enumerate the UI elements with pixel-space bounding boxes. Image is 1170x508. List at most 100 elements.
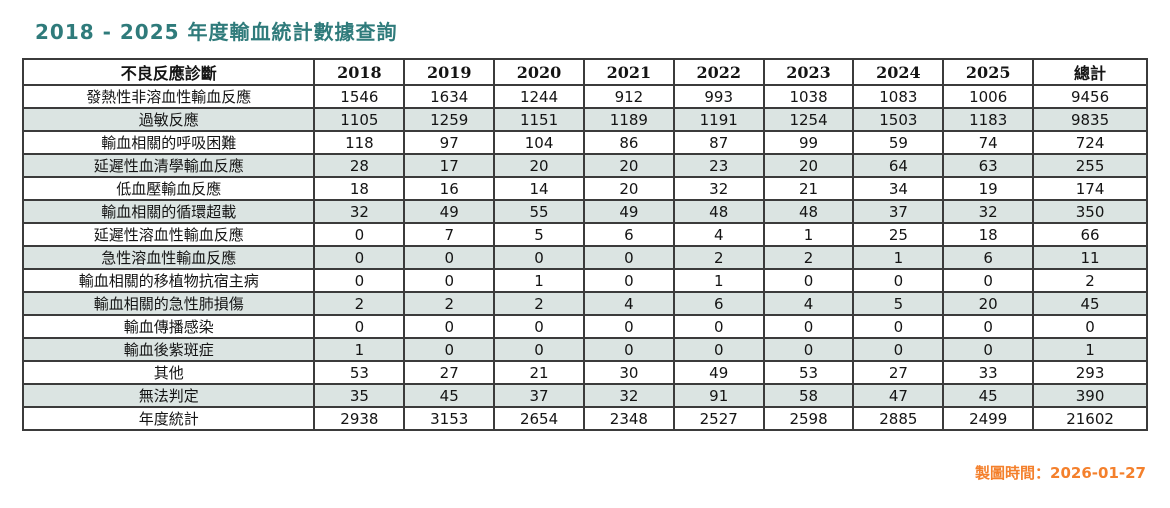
- table-row: 過敏反應 1105 1259 1151 1189 1191 1254 1503 1183 9835: [21, 107, 1148, 132]
- cell-value: 4: [762, 291, 855, 316]
- cell-value: 2527: [672, 406, 765, 431]
- table-row: 輸血後紫斑症 1 0 0 0 0 0 0 0 1: [21, 337, 1148, 362]
- cell-value: 4: [672, 222, 765, 247]
- cell-value: 0: [942, 337, 1035, 362]
- row-label: 急性溶血性輸血反應: [21, 245, 316, 270]
- cell-value: 32: [672, 176, 765, 201]
- cell-value: 32: [942, 199, 1035, 224]
- cell-value: 293: [1032, 360, 1148, 385]
- cell-value: 23: [672, 153, 765, 178]
- row-label: 過敏反應: [21, 107, 316, 132]
- cell-value: 48: [672, 199, 765, 224]
- cell-value: 14: [493, 176, 585, 201]
- cell-value: 2885: [852, 406, 945, 431]
- cell-value: 2: [493, 291, 585, 316]
- column-header-2024: 2024: [852, 58, 945, 86]
- cell-value: 34: [852, 176, 945, 201]
- cell-value: 118: [313, 130, 406, 155]
- row-label: 輸血相關的循環超載: [21, 199, 316, 224]
- cell-value: 25: [852, 222, 945, 247]
- cell-value: 1259: [403, 107, 496, 132]
- cell-value: 0: [582, 314, 675, 339]
- cell-value: 49: [582, 199, 675, 224]
- column-header-2019: 2019: [403, 58, 496, 86]
- cell-value: 20: [582, 153, 675, 178]
- row-label: 輸血傳播感染: [21, 314, 316, 339]
- cell-value: 1083: [852, 84, 945, 109]
- cell-value: 66: [1032, 222, 1148, 247]
- cell-value: 86: [582, 130, 675, 155]
- column-header-2023: 2023: [762, 58, 855, 86]
- table-row: 輸血相關的循環超載 32 49 55 49 48 48 37 32 350: [21, 199, 1148, 224]
- cell-value: 87: [672, 130, 765, 155]
- cell-value: 1: [493, 268, 585, 293]
- table-row: 急性溶血性輸血反應 0 0 0 0 2 2 1 6 11: [21, 245, 1148, 270]
- cell-value: 53: [762, 360, 855, 385]
- cell-value: 30: [582, 360, 675, 385]
- cell-value: 45: [403, 383, 496, 408]
- column-header-2022: 2022: [672, 58, 765, 86]
- cell-value: 33: [942, 360, 1035, 385]
- table-row: 輸血相關的移植物抗宿主病 0 0 1 0 1 0 0 0 2: [21, 268, 1148, 293]
- cell-value: 2: [313, 291, 406, 316]
- cell-value: 1503: [852, 107, 945, 132]
- generated-timestamp: 製圖時間：2026-01-27: [975, 464, 1146, 482]
- cell-value: 0: [493, 337, 585, 362]
- table-head: 不良反應診斷 2018 2019 2020 2021 2022 2023 2024 2025 總計: [21, 58, 1148, 86]
- table-header-row: 不良反應診斷 2018 2019 2020 2021 2022 2023 2024 2025 總計: [21, 58, 1148, 86]
- cell-value: 2: [762, 245, 855, 270]
- row-label: 輸血相關的呼吸困難: [21, 130, 316, 155]
- table-row: 輸血傳播感染 0 0 0 0 0 0 0 0 0: [21, 314, 1148, 339]
- cell-value: 350: [1032, 199, 1148, 224]
- cell-value: 1189: [582, 107, 675, 132]
- table-row: 發熱性非溶血性輸血反應 1546 1634 1244 912 993 1038 1083 100…: [21, 84, 1148, 109]
- cell-value: 20: [942, 291, 1035, 316]
- cell-value: 390: [1032, 383, 1148, 408]
- cell-value: 0: [313, 314, 406, 339]
- cell-value: 0: [762, 314, 855, 339]
- cell-value: 32: [582, 383, 675, 408]
- cell-value: 20: [493, 153, 585, 178]
- column-header-2018: 2018: [313, 58, 406, 86]
- cell-value: 45: [942, 383, 1035, 408]
- row-label: 輸血相關的移植物抗宿主病: [21, 268, 316, 293]
- table-row: 低血壓輸血反應 18 16 14 20 32 21 34 19 174: [21, 176, 1148, 201]
- cell-value: 0: [852, 314, 945, 339]
- row-label: 延遲性血清學輸血反應: [21, 153, 316, 178]
- cell-value: 2938: [313, 406, 406, 431]
- cell-value: 912: [582, 84, 675, 109]
- cell-value: 35: [313, 383, 406, 408]
- column-header-diagnosis: 不良反應診斷: [21, 58, 316, 86]
- column-header-2020: 2020: [493, 58, 585, 86]
- cell-value: 59: [852, 130, 945, 155]
- cell-value: 2598: [762, 406, 855, 431]
- cell-value: 20: [762, 153, 855, 178]
- cell-value: 6: [942, 245, 1035, 270]
- table-row: 延遲性血清學輸血反應 28 17 20 20 23 20 64 63 255: [21, 153, 1148, 178]
- cell-value: 3153: [403, 406, 496, 431]
- cell-value: 53: [313, 360, 406, 385]
- cell-value: 1: [1032, 337, 1148, 362]
- cell-value: 4: [582, 291, 675, 316]
- row-label: 延遲性溶血性輸血反應: [21, 222, 316, 247]
- cell-value: 16: [403, 176, 496, 201]
- row-label: 年度統計: [21, 406, 316, 431]
- cell-value: 0: [493, 245, 585, 270]
- cell-value: 174: [1032, 176, 1148, 201]
- cell-value: 6: [582, 222, 675, 247]
- cell-value: 2: [403, 291, 496, 316]
- cell-value: 97: [403, 130, 496, 155]
- cell-value: 0: [1032, 314, 1148, 339]
- cell-value: 7: [403, 222, 496, 247]
- cell-value: 2654: [493, 406, 585, 431]
- cell-value: 9456: [1032, 84, 1148, 109]
- cell-value: 1183: [942, 107, 1035, 132]
- cell-value: 2: [672, 245, 765, 270]
- cell-value: 0: [313, 222, 406, 247]
- cell-value: 1: [672, 268, 765, 293]
- cell-value: 18: [942, 222, 1035, 247]
- cell-value: 91: [672, 383, 765, 408]
- cell-value: 0: [762, 337, 855, 362]
- cell-value: 27: [852, 360, 945, 385]
- cell-value: 0: [582, 337, 675, 362]
